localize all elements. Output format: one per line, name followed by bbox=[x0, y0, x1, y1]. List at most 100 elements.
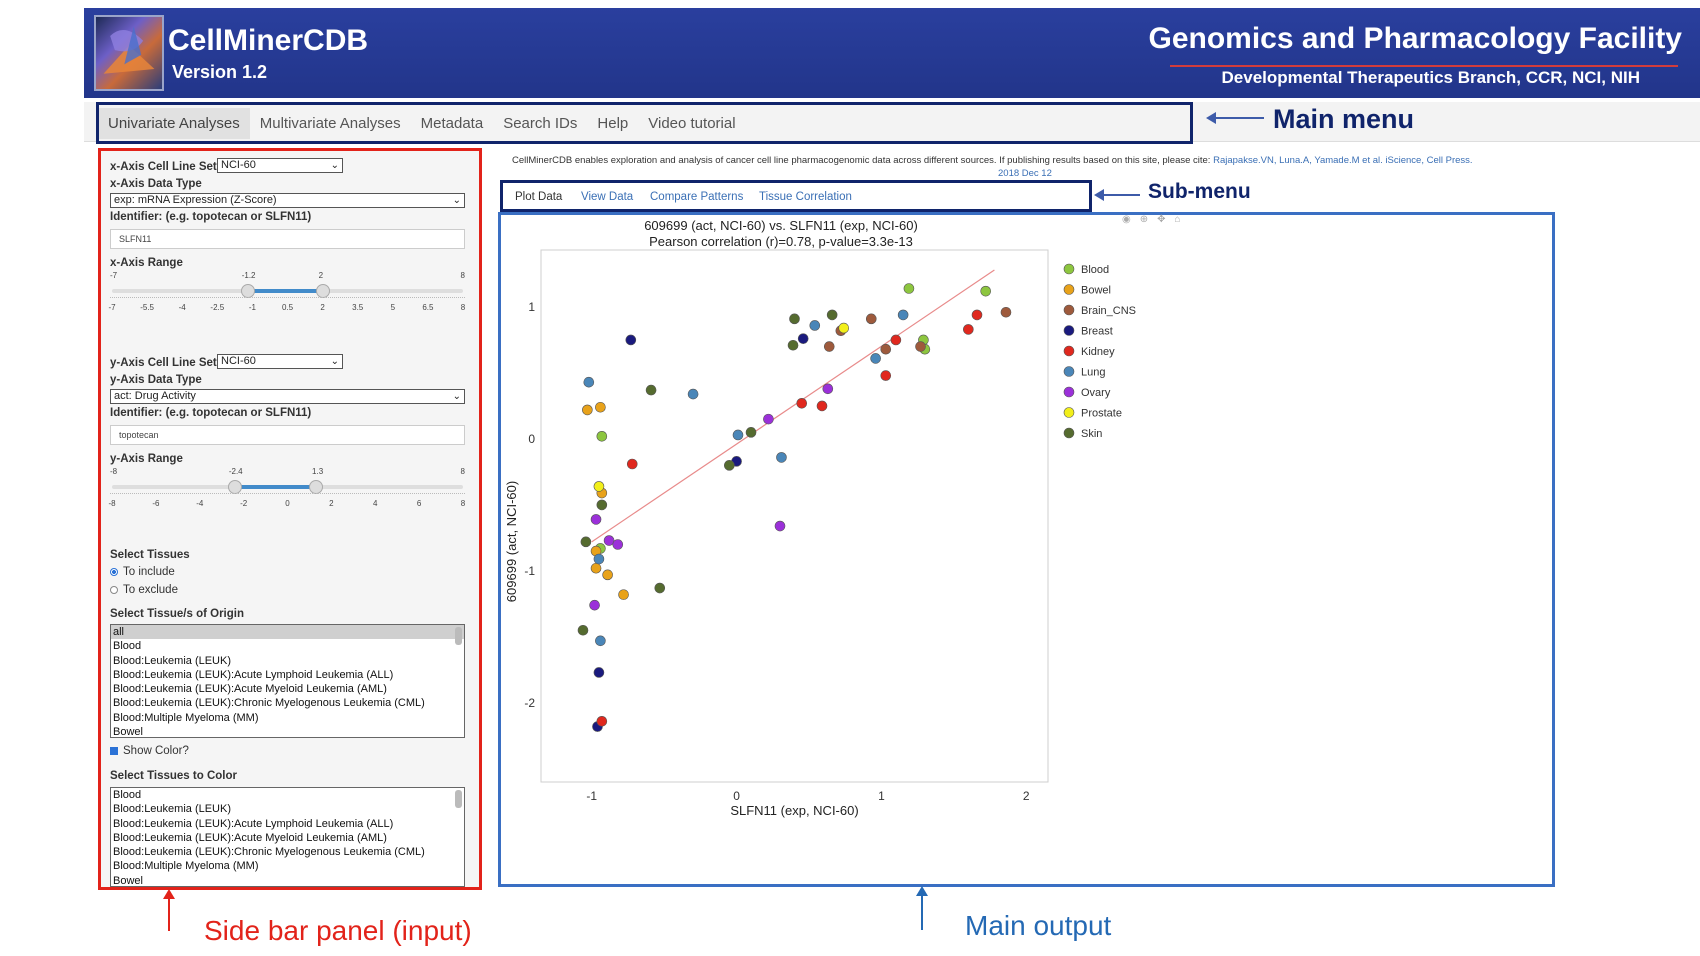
point-bowel[interactable] bbox=[595, 401, 606, 413]
show-color-checkbox[interactable]: Show Color? bbox=[110, 745, 189, 757]
point-skin[interactable] bbox=[745, 427, 757, 438]
slider-high-handle[interactable] bbox=[315, 284, 330, 298]
legend-label[interactable]: Prostate bbox=[1081, 408, 1122, 420]
list-item[interactable]: Blood:Leukemia (LEUK) bbox=[113, 803, 232, 816]
point-ovary[interactable] bbox=[822, 383, 834, 395]
list-item[interactable]: Bowel bbox=[113, 726, 143, 738]
list-item[interactable]: Blood:Leukemia (LEUK):Chronic Myelogenou… bbox=[113, 846, 425, 859]
legend-label[interactable]: Blood bbox=[1081, 264, 1109, 276]
point-lung[interactable] bbox=[593, 553, 605, 565]
legend-marker[interactable] bbox=[1063, 366, 1075, 377]
point-prostate[interactable] bbox=[593, 481, 605, 492]
list-item[interactable]: Blood:Leukemia (LEUK):Acute Myeloid Leuk… bbox=[113, 831, 387, 844]
radio-exclude[interactable]: To exclude bbox=[110, 584, 178, 596]
legend-label[interactable]: Bowel bbox=[1081, 285, 1111, 297]
tab-main-4[interactable]: Help bbox=[597, 115, 629, 132]
y-datatype-select[interactable]: act: Drug Activity ⌄ bbox=[110, 389, 465, 404]
legend-label[interactable]: Skin bbox=[1081, 428, 1102, 440]
x-range-slider[interactable]: -7 8 -1.2 2 -7 -5.5 -4 -2.5 -1 0.5 2 3.5 5 6.5 8 bbox=[108, 271, 465, 312]
point-prostate[interactable] bbox=[838, 322, 850, 334]
x-cellline-select[interactable]: NCI-60 ⌄ bbox=[217, 158, 343, 173]
origin-scrollbar[interactable] bbox=[455, 627, 462, 645]
legend-marker[interactable] bbox=[1063, 284, 1075, 295]
point-lung[interactable] bbox=[732, 429, 744, 441]
point-kidney[interactable] bbox=[890, 334, 902, 346]
legend-label[interactable]: Lung bbox=[1081, 367, 1105, 379]
point-brain_cns[interactable] bbox=[823, 341, 835, 352]
point-ovary[interactable] bbox=[612, 539, 624, 550]
point-ovary[interactable] bbox=[763, 413, 774, 425]
list-item[interactable]: Bowel bbox=[113, 874, 143, 887]
list-item[interactable]: Blood:Leukemia (LEUK):Acute Myeloid Leuk… bbox=[113, 683, 387, 696]
point-lung[interactable] bbox=[870, 353, 881, 364]
list-item[interactable]: all bbox=[111, 625, 464, 640]
legend-marker[interactable] bbox=[1063, 386, 1075, 398]
point-bowel[interactable] bbox=[602, 569, 613, 581]
tab-main-0[interactable]: Univariate Analyses bbox=[98, 108, 250, 139]
list-item[interactable]: Blood bbox=[113, 640, 142, 653]
legend-label[interactable]: Ovary bbox=[1081, 387, 1111, 399]
y-range-slider[interactable]: -8 8 -2.4 1.3 -8 -6 -4 -2 0 2 4 6 8 bbox=[108, 467, 465, 508]
list-item[interactable]: Blood:Leukemia (LEUK):Acute Lymphoid Leu… bbox=[113, 668, 394, 681]
legend-marker[interactable] bbox=[1063, 345, 1075, 357]
checkbox-checked-icon[interactable] bbox=[110, 747, 118, 755]
autoscale-icon[interactable]: ✥ bbox=[1157, 214, 1166, 225]
point-lung[interactable] bbox=[595, 635, 606, 647]
point-blood[interactable] bbox=[980, 285, 992, 297]
legend-marker[interactable] bbox=[1063, 407, 1075, 418]
radio-exclude-dot[interactable] bbox=[110, 586, 118, 594]
radio-include-dot[interactable] bbox=[110, 568, 118, 576]
point-breast[interactable] bbox=[593, 667, 605, 678]
point-kidney[interactable] bbox=[596, 716, 608, 727]
tab-main-2[interactable]: Metadata bbox=[420, 115, 484, 132]
reset-axes-icon[interactable]: ⌂ bbox=[1174, 214, 1181, 225]
point-blood[interactable] bbox=[903, 283, 915, 294]
point-brain_cns[interactable] bbox=[880, 343, 892, 355]
legend-label[interactable]: Breast bbox=[1081, 326, 1113, 338]
x-identifier-input[interactable]: SLFN11 bbox=[110, 229, 465, 249]
legend-marker[interactable] bbox=[1063, 325, 1075, 336]
list-item[interactable]: Blood:Leukemia (LEUK):Acute Lymphoid Leu… bbox=[113, 817, 394, 830]
legend-marker[interactable] bbox=[1063, 263, 1075, 275]
y-cellline-select[interactable]: NCI-60 ⌄ bbox=[217, 354, 343, 369]
point-brain_cns[interactable] bbox=[865, 313, 877, 325]
list-item[interactable]: Blood:Leukemia (LEUK) bbox=[113, 654, 232, 667]
point-lung[interactable] bbox=[809, 320, 821, 331]
point-bowel[interactable] bbox=[582, 404, 593, 416]
slider-low-handle[interactable] bbox=[227, 480, 242, 494]
tab-sub-1[interactable]: View Data bbox=[581, 191, 634, 203]
point-skin[interactable] bbox=[596, 499, 608, 511]
citation-link[interactable]: Rajapakse.VN, Luna.A, Yamade.M et al. iS… bbox=[1213, 155, 1473, 166]
point-skin[interactable] bbox=[577, 624, 589, 636]
point-bowel[interactable] bbox=[618, 589, 629, 600]
point-kidney[interactable] bbox=[963, 324, 974, 335]
list-item[interactable]: Blood:Multiple Myeloma (MM) bbox=[113, 860, 259, 873]
intro-date-link[interactable]: 2018 Dec 12 bbox=[998, 168, 1052, 179]
zoom-icon[interactable]: ⊕ bbox=[1139, 214, 1149, 225]
tab-main-3[interactable]: Search IDs bbox=[503, 115, 578, 132]
point-breast[interactable] bbox=[797, 333, 809, 344]
point-kidney[interactable] bbox=[880, 370, 892, 381]
slider-low-handle[interactable] bbox=[240, 284, 255, 298]
tab-sub-0[interactable]: Plot Data bbox=[515, 191, 563, 203]
point-breast[interactable] bbox=[625, 334, 637, 346]
color-listbox[interactable]: Blood Blood:Leukemia (LEUK) Blood:Leukemia… bbox=[110, 787, 465, 887]
point-lung[interactable] bbox=[687, 388, 699, 400]
x-datatype-select[interactable]: exp: mRNA Expression (Z-Score) ⌄ bbox=[110, 193, 465, 208]
point-lung[interactable] bbox=[776, 452, 787, 463]
legend-label[interactable]: Kidney bbox=[1081, 346, 1115, 358]
point-brain_cns[interactable] bbox=[1000, 306, 1012, 318]
list-item[interactable]: Blood:Leukemia (LEUK):Chronic Myelogenou… bbox=[113, 697, 425, 710]
point-kidney[interactable] bbox=[816, 400, 828, 412]
list-item[interactable]: Blood:Multiple Myeloma (MM) bbox=[113, 711, 259, 724]
y-identifier-input[interactable]: topotecan bbox=[110, 425, 465, 445]
color-scrollbar[interactable] bbox=[455, 790, 462, 808]
point-skin[interactable] bbox=[654, 582, 666, 594]
slider-high-handle[interactable] bbox=[309, 480, 324, 494]
legend-label[interactable]: Brain_CNS bbox=[1081, 305, 1136, 317]
point-ovary[interactable] bbox=[590, 514, 602, 525]
point-lung[interactable] bbox=[583, 376, 595, 388]
point-blood[interactable] bbox=[596, 430, 608, 442]
origin-listbox[interactable]: all Blood Blood:Leukemia (LEUK) Blood:Leuke… bbox=[110, 624, 465, 738]
point-kidney[interactable] bbox=[626, 458, 638, 470]
